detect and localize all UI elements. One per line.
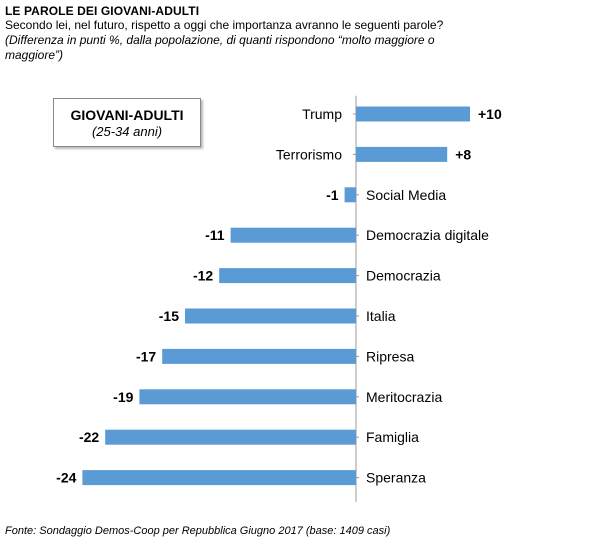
value-label: -22 — [79, 429, 99, 445]
bar-meritocrazia — [139, 389, 356, 405]
bar-speranza — [82, 470, 357, 486]
group-label-subtitle: (25-34 anni) — [91, 124, 163, 139]
chart-note-line2: maggiore”) — [5, 48, 64, 62]
category-label: Ripresa — [366, 348, 414, 364]
category-label: Terrorismo — [276, 146, 342, 162]
bar-democrazia-digitale — [230, 227, 356, 243]
bar-democrazia — [219, 268, 356, 284]
group-label-title: GIOVANI-ADULTI — [70, 107, 184, 123]
value-label: -12 — [193, 268, 213, 284]
category-label: Democrazia — [366, 268, 441, 284]
value-label: +8 — [455, 146, 471, 162]
category-label: Trump — [302, 106, 342, 122]
value-label: +10 — [478, 106, 502, 122]
chart-header: LE PAROLE DEI GIOVANI-ADULTI Secondo lei… — [5, 4, 595, 63]
value-label: -19 — [113, 389, 133, 405]
chart-title: LE PAROLE DEI GIOVANI-ADULTI — [5, 4, 200, 18]
category-label: Famiglia — [366, 429, 419, 445]
bar-trump — [356, 106, 470, 122]
bar-famiglia — [105, 429, 356, 445]
category-label: Italia — [366, 308, 396, 324]
chart-note-line1: (Differenza in punti %, dalla popolazion… — [5, 33, 435, 47]
bar-ripresa — [162, 348, 356, 364]
category-label: Meritocrazia — [366, 389, 442, 405]
chart-subtitle: Secondo lei, nel futuro, rispetto a oggi… — [5, 18, 444, 32]
bar-italia — [185, 308, 356, 324]
category-label: Social Media — [366, 187, 446, 203]
bar-social-media — [344, 187, 356, 203]
value-label: -1 — [326, 187, 339, 203]
value-label: -11 — [205, 227, 225, 243]
source-note: Fonte: Sondaggio Demos-Coop per Repubbli… — [5, 525, 391, 537]
value-label: -24 — [56, 470, 76, 486]
value-label: -15 — [159, 308, 179, 324]
value-label: -17 — [136, 348, 156, 364]
category-label: Democrazia digitale — [366, 227, 489, 243]
group-label-box: GIOVANI-ADULTI (25-34 anni) — [53, 98, 201, 147]
category-label: Speranza — [366, 470, 426, 486]
bar-terrorismo — [356, 146, 448, 162]
